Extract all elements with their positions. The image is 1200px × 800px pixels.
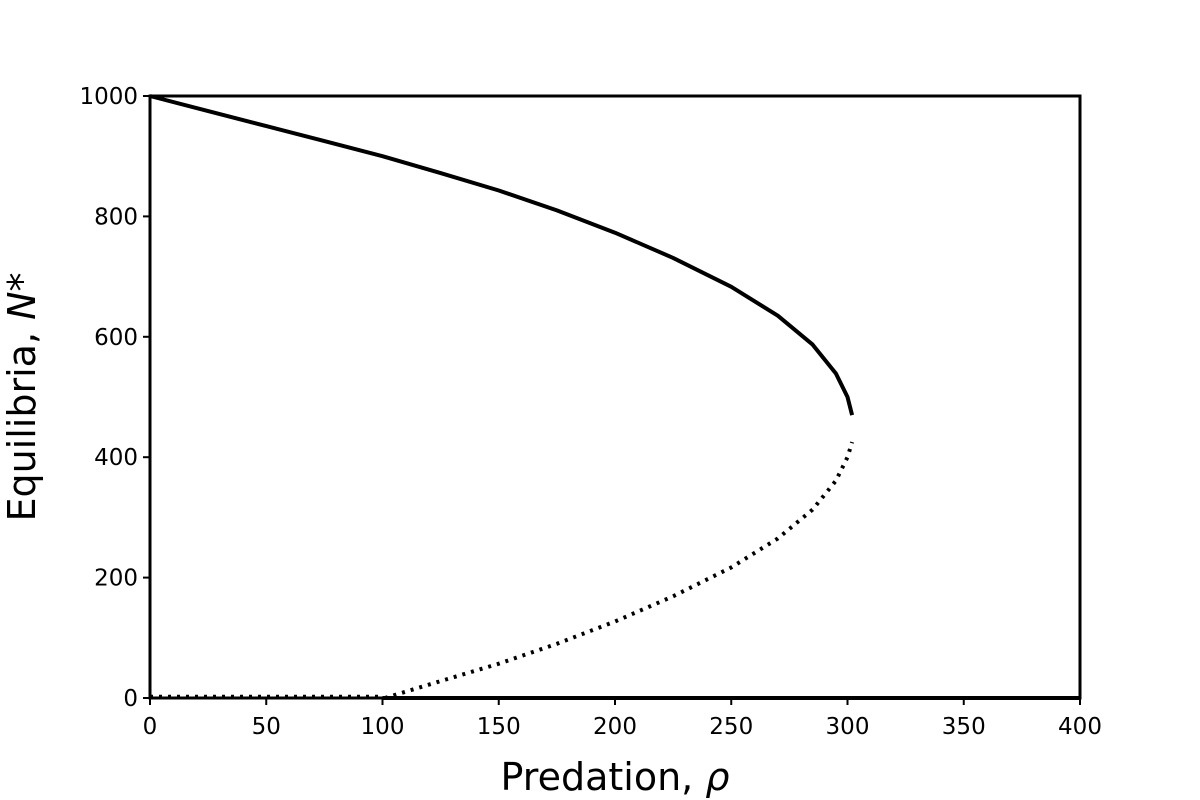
y-tick-label: 400 [94, 445, 138, 471]
x-tick-label: 300 [826, 714, 870, 740]
plot-frame [148, 94, 1082, 700]
x-tick-label: 100 [361, 714, 405, 740]
x-tick-label: 250 [709, 714, 753, 740]
x-axis-symbol: ρ [705, 755, 729, 799]
x-tick-label: 400 [1058, 714, 1102, 740]
series-line-2 [384, 441, 855, 700]
y-axis-symbol: N [0, 291, 44, 319]
y-tick-label: 200 [94, 566, 138, 592]
x-tick-label: 350 [942, 714, 986, 740]
x-tick-label: 150 [477, 714, 521, 740]
y-tick-label: 800 [94, 204, 138, 230]
x-tick-label: 0 [143, 714, 158, 740]
ticks-layer: 0 50 100 150 200 250 300 350 400 0 200 400 600 800 100… [79, 84, 1102, 740]
y-axis-suffix: * [0, 272, 44, 291]
series-line-0 [149, 94, 855, 416]
y-axis-label: Equilibria, N* [0, 272, 44, 521]
y-tick-label: 600 [94, 325, 138, 351]
x-tick-label: 50 [252, 714, 281, 740]
series-layer [149, 94, 1080, 700]
y-tick-label: 0 [123, 686, 138, 712]
x-tick-label: 200 [593, 714, 637, 740]
x-axis-label: Predation, ρ [501, 755, 730, 799]
y-tick-label: 1000 [79, 84, 138, 110]
